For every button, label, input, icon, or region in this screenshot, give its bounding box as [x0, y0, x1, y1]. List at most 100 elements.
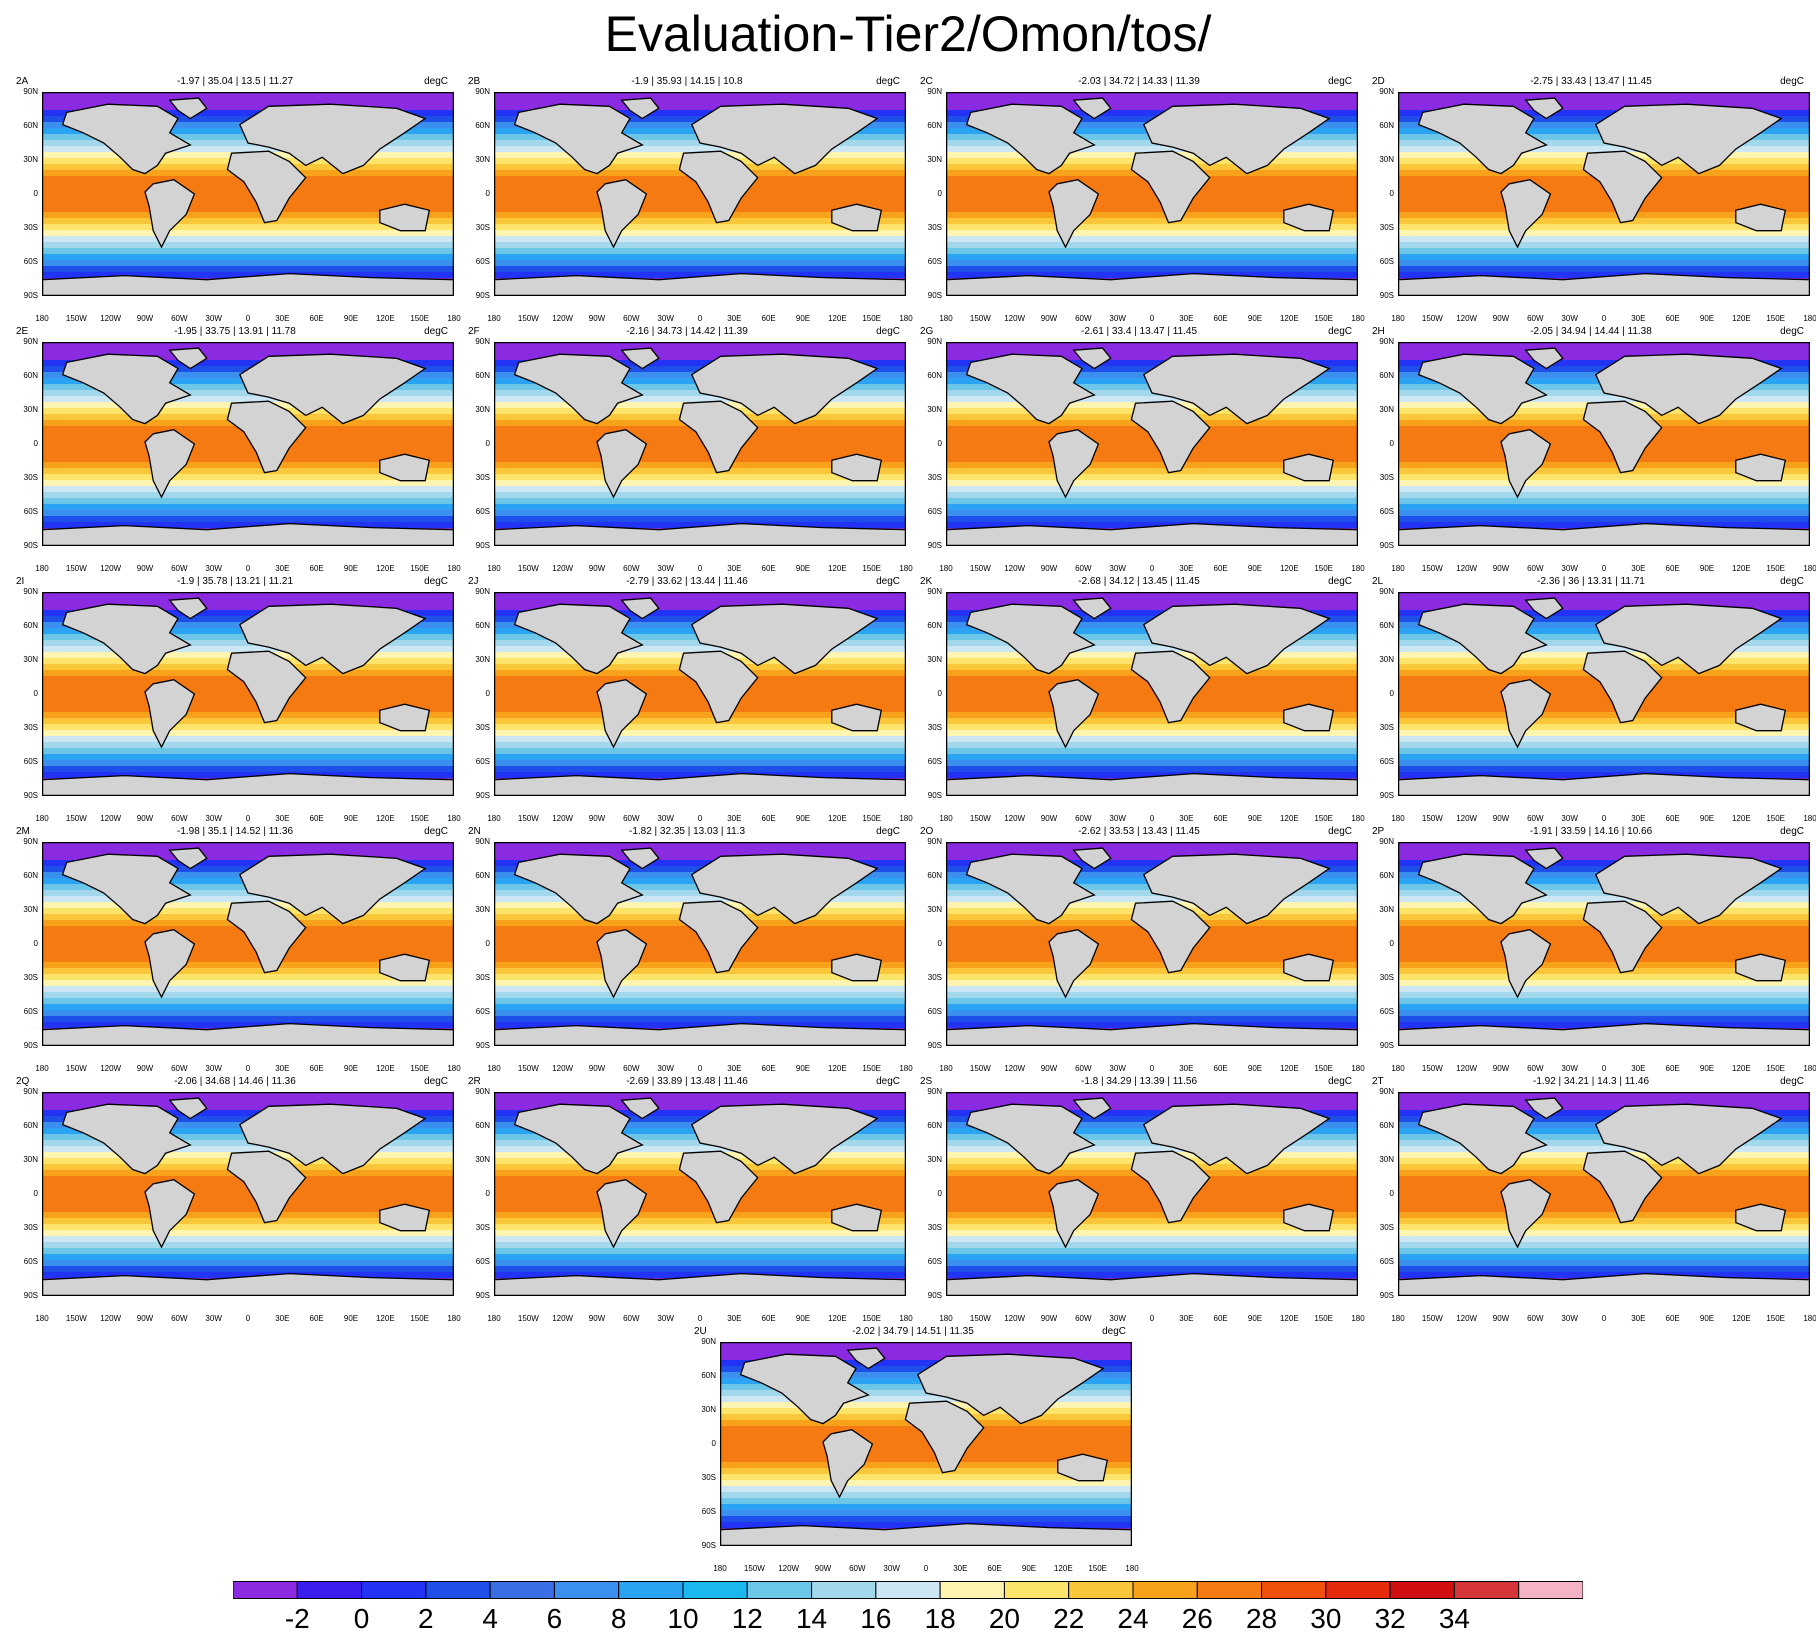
lon-tick-label: 180 — [899, 314, 913, 323]
sst-band — [494, 1092, 906, 1099]
lon-tick-label: 180 — [1803, 314, 1816, 323]
land-mass — [620, 597, 660, 620]
panel-label: 2M — [16, 826, 30, 837]
sst-band — [494, 438, 906, 445]
lon-tick-label: 180 — [35, 1314, 49, 1323]
sst-band — [1398, 956, 1810, 963]
sst-band — [946, 492, 1358, 499]
sst-band — [946, 1200, 1358, 1207]
lat-tick-label: 0 — [485, 189, 490, 198]
land-mass — [168, 97, 208, 120]
land-mass — [1072, 97, 1112, 120]
land-mass — [61, 353, 192, 425]
sst-band — [42, 688, 454, 695]
lon-tick-label: 60E — [309, 564, 324, 573]
sst-band — [1398, 218, 1810, 225]
sst-band — [494, 980, 906, 987]
panel-label: 2D — [1372, 76, 1385, 87]
panel-label: 2K — [920, 576, 933, 587]
panel-label: 2C — [920, 76, 933, 87]
sst-band — [494, 730, 906, 737]
lon-tick-label: 90E — [1699, 564, 1715, 573]
land-mass — [42, 272, 454, 296]
land-mass — [596, 929, 648, 999]
lon-tick-label: 30E — [275, 1064, 290, 1073]
sst-band — [42, 254, 454, 261]
land-mass — [42, 522, 454, 546]
sst-band — [42, 598, 454, 605]
land-mass — [144, 929, 196, 999]
sst-band — [946, 1188, 1358, 1195]
map-panel: 2O -2.62 | 33.53 | 13.43 | 11.45 degC 90N 60… — [914, 824, 1365, 1074]
lat-tick-label: 90S — [927, 1041, 942, 1050]
sst-band — [494, 1194, 906, 1201]
lon-tick-label: 90W — [136, 1064, 154, 1073]
lon-tick-label: 150E — [1766, 564, 1785, 573]
lon-tick-label: 180 — [1391, 564, 1405, 573]
lon-tick-label: 60E — [1665, 1064, 1680, 1073]
panel-label: 2R — [468, 1076, 481, 1087]
lon-tick-label: 60E — [309, 814, 324, 823]
sst-band — [1398, 992, 1810, 999]
sst-band — [1398, 188, 1810, 195]
colorbar-tick-label: 30 — [1310, 1603, 1342, 1634]
sst-band — [946, 1098, 1358, 1105]
lon-tick-label: 60E — [1665, 564, 1680, 573]
sst-band — [494, 218, 906, 225]
land-mass — [846, 1347, 886, 1370]
sst-band — [1398, 1146, 1810, 1153]
land-mass — [1130, 1150, 1211, 1224]
panel-label: 2F — [468, 326, 480, 337]
colorbar-tick-label: 12 — [731, 1603, 763, 1634]
colorbar-box — [296, 1581, 363, 1599]
panel-label: 2A — [16, 76, 29, 87]
sst-band — [42, 944, 454, 951]
colorbar-box — [361, 1581, 427, 1599]
map-frame — [1398, 592, 1810, 796]
sst-band — [720, 1444, 1132, 1451]
sst-band — [946, 760, 1358, 767]
lon-tick-label: 180 — [1803, 1064, 1816, 1073]
sst-band — [494, 92, 906, 99]
sst-band — [1398, 712, 1810, 719]
lon-tick-label: 30E — [727, 314, 742, 323]
lat-tick-label: 30N — [23, 1155, 38, 1164]
lat-tick-label: 30N — [23, 155, 38, 164]
sst-map — [1398, 1092, 1810, 1296]
sst-band — [494, 248, 906, 255]
sst-band — [1398, 1272, 1810, 1279]
sst-band — [1398, 724, 1810, 731]
lon-tick-label: 120W — [100, 814, 122, 823]
lon-tick-label: 90W — [1492, 814, 1510, 823]
panel-stats: -2.16 | 34.73 | 14.42 | 11.39 — [626, 326, 748, 337]
lon-tick-label: 60W — [1075, 314, 1092, 323]
lon-tick-label: 30W — [1109, 1314, 1126, 1323]
lon-tick-label: 120E — [375, 314, 395, 323]
map-panel: 2G -2.61 | 33.4 | 13.47 | 11.45 degC 90N 60N… — [914, 324, 1365, 574]
lon-tick-label: 150W — [65, 814, 87, 823]
lon-tick-label: 180 — [939, 314, 953, 323]
land-mass — [1594, 353, 1783, 425]
sst-band — [42, 766, 454, 773]
sst-band — [946, 956, 1358, 963]
sst-band — [42, 354, 454, 361]
land-mass — [1072, 1097, 1112, 1120]
lon-tick-label: 180 — [447, 1064, 461, 1073]
colorbar-box — [682, 1581, 748, 1599]
sst-band — [494, 1016, 906, 1023]
lat-tick-label: 60N — [475, 871, 490, 880]
sst-band — [1398, 1248, 1810, 1255]
sst-band — [494, 974, 906, 981]
sst-band — [494, 396, 906, 403]
sst-band — [1398, 272, 1810, 279]
panel-label: 2E — [16, 326, 29, 337]
colorbar-tick-label: 2 — [418, 1603, 434, 1634]
lon-tick-label: 0 — [1149, 1064, 1155, 1073]
lat-tick-label: 0 — [937, 939, 942, 948]
sst-band — [946, 266, 1358, 273]
panel-units: degC — [1328, 76, 1352, 87]
lat-tick-label: 60N — [475, 621, 490, 630]
sst-band — [946, 474, 1358, 481]
sst-band — [720, 1354, 1132, 1361]
sst-band — [494, 456, 906, 463]
